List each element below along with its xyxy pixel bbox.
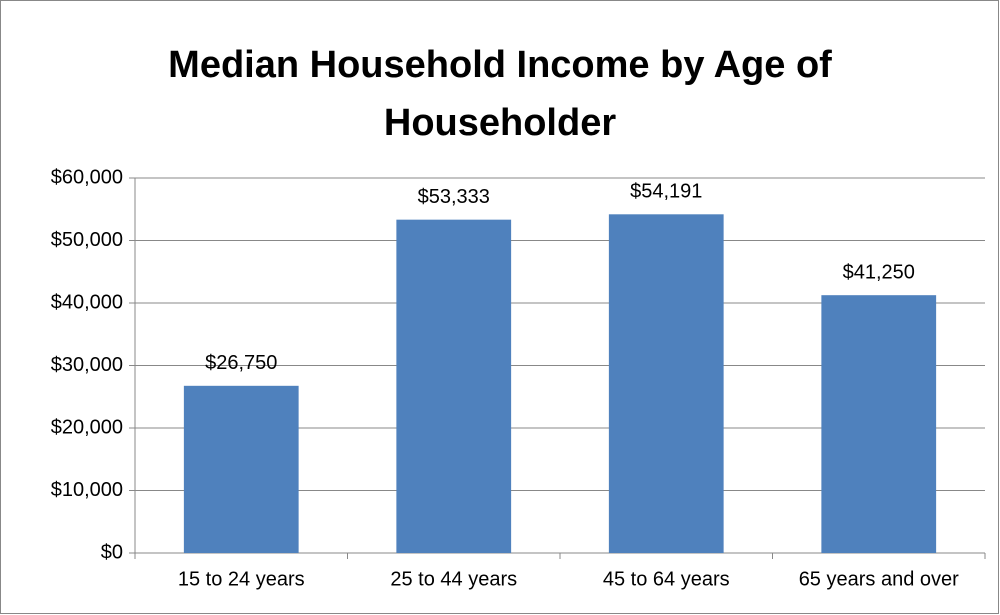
- data-label: $26,750: [205, 352, 277, 374]
- x-tick-label: 65 years and over: [799, 568, 959, 590]
- bar: [183, 385, 299, 553]
- bar: [608, 214, 724, 553]
- x-tick-label: 45 to 64 years: [603, 568, 730, 590]
- chart-title: Median Household Income by Age of Househ…: [168, 44, 832, 144]
- data-label: $54,191: [630, 181, 702, 203]
- y-tick-label: $40,000: [51, 291, 123, 313]
- y-tick-label: $50,000: [51, 229, 123, 251]
- x-tick-label: 15 to 24 years: [178, 568, 305, 590]
- bar: [396, 219, 512, 553]
- y-tick-label: $60,000: [51, 166, 123, 188]
- data-label: $41,250: [843, 261, 915, 283]
- data-label: $53,333: [418, 186, 490, 208]
- y-tick-label: $10,000: [51, 479, 123, 501]
- y-tick-label: $0: [101, 541, 123, 563]
- bar: [821, 295, 937, 553]
- x-tick-label: 25 to 44 years: [390, 568, 517, 590]
- y-tick-label: $30,000: [51, 354, 123, 376]
- y-tick-label: $20,000: [51, 416, 123, 438]
